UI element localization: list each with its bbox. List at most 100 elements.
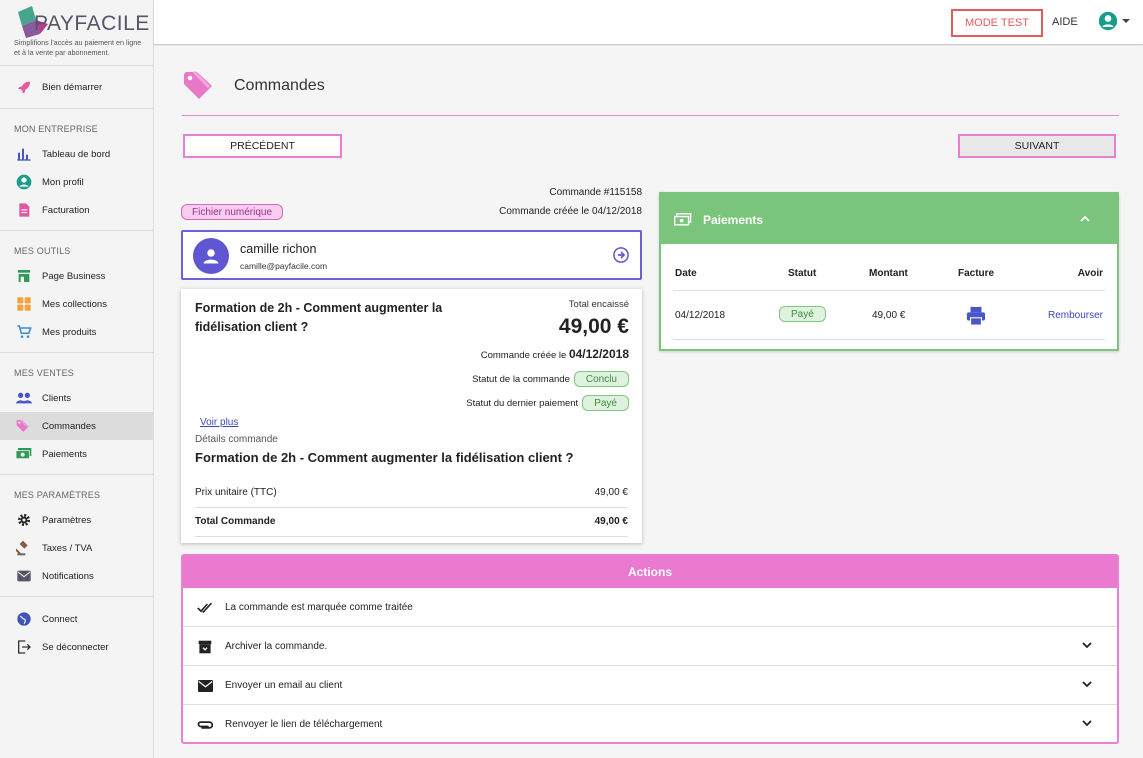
sidebar-item-label: Paramètres: [42, 514, 92, 526]
voir-plus-link[interactable]: Voir plus: [200, 417, 239, 428]
previous-button[interactable]: PRÉCÉDENT: [183, 134, 342, 158]
column-header: Statut: [788, 268, 817, 279]
order-status-label: Statut de la commande: [472, 373, 570, 385]
sidebar-item-label: Mes collections: [42, 298, 107, 310]
cart-icon: [14, 322, 34, 342]
mode-test-button[interactable]: MODE TEST: [951, 9, 1043, 37]
document-icon: [14, 200, 34, 220]
main-content: Commandes PRÉCÉDENT SUIVANT Commande #11…: [154, 46, 1143, 758]
sidebar-item-mes-collections[interactable]: Mes collections: [0, 290, 153, 318]
gear-icon: [14, 510, 34, 530]
action-send-email[interactable]: Envoyer un email au client: [183, 666, 1117, 705]
action-label: Renvoyer le lien de téléchargement: [225, 719, 383, 730]
mail-icon: [197, 678, 213, 694]
grid-icon: [14, 294, 34, 314]
sidebar-item-label: Tableau de bord: [42, 148, 111, 160]
user-menu[interactable]: [1098, 11, 1131, 31]
sidebar-item-notifications[interactable]: Notifications: [0, 562, 153, 590]
sidebar-item-label: Commandes: [42, 420, 96, 432]
sidebar-item-facturation[interactable]: Facturation: [0, 196, 153, 224]
sidebar-item-clients[interactable]: Clients: [0, 384, 153, 412]
created-date: 04/12/2018: [568, 347, 629, 361]
sidebar-item-paiements[interactable]: Paiements: [0, 440, 153, 468]
action-label: La commande est marquée comme traitée: [225, 602, 413, 613]
action-archive[interactable]: Archiver la commande.: [183, 627, 1117, 666]
nav-group-entreprise: MON ENTREPRISE Tableau de bord Mon profi…: [0, 109, 153, 231]
total-command-value: 49,00 €: [594, 516, 628, 527]
divider: [673, 290, 1105, 291]
sidebar-item-page-business[interactable]: Page Business: [0, 262, 153, 290]
sidebar-item-connect[interactable]: Connect: [0, 605, 153, 633]
unit-price-label: Prix unitaire (TTC): [195, 487, 277, 498]
gavel-icon: [14, 538, 34, 558]
payments-header[interactable]: Paiements: [661, 194, 1117, 244]
sidebar-item-taxes[interactable]: Taxes / TVA: [0, 534, 153, 562]
nav-group-title: MON ENTREPRISE: [14, 124, 98, 134]
order-title: Formation de 2h - Comment augmenter la f…: [195, 301, 443, 334]
unit-price-value: 49,00 €: [594, 487, 628, 498]
sidebar-item-parametres[interactable]: Paramètres: [0, 506, 153, 534]
aide-link[interactable]: AIDE: [1052, 16, 1078, 28]
caret-down-icon: [1122, 19, 1130, 23]
sidebar-item-label: Paiements: [42, 448, 87, 460]
page-header: Commandes: [182, 68, 1119, 116]
unit-price-row: Prix unitaire (TTC) 49,00 €: [195, 487, 628, 508]
customer-name: camille richon: [240, 242, 317, 256]
total-amount: 49,00 €: [558, 315, 629, 338]
nav-group-title: MES OUTILS: [14, 246, 71, 256]
sidebar-item-commandes[interactable]: Commandes: [0, 412, 153, 440]
double-check-icon: [197, 600, 213, 616]
customer-card[interactable]: camille richon camille@payfacile.com: [181, 230, 642, 280]
page-title: Commandes: [234, 77, 325, 94]
brand-tagline: Simplifions l'accès au paiement en ligne…: [14, 38, 142, 57]
created-prefix: Commande créée le: [480, 350, 567, 361]
nav-group-ventes: MES VENTES Clients Commandes Paiements: [0, 353, 153, 475]
avatar: [193, 238, 229, 274]
globe-icon: [14, 609, 34, 629]
details-label: Détails commande: [195, 434, 278, 445]
print-icon[interactable]: [965, 306, 987, 326]
action-resend-link[interactable]: Renvoyer le lien de téléchargement: [183, 705, 1117, 744]
payments-title: Paiements: [703, 213, 764, 227]
chevron-down-icon[interactable]: [1081, 640, 1093, 650]
sidebar-item-tableau-de-bord[interactable]: Tableau de bord: [0, 140, 153, 168]
next-button[interactable]: SUIVANT: [958, 134, 1116, 158]
people-icon: [14, 388, 34, 408]
sidebar-item-label: Mes produits: [42, 326, 97, 338]
sidebar-item-bien-demarrer[interactable]: Bien démarrer: [0, 73, 153, 101]
account-circle-icon: [14, 172, 34, 192]
chevron-down-icon[interactable]: [1081, 679, 1093, 689]
column-header: Facture: [958, 268, 995, 279]
order-status-row: Statut de la commande Conclu: [472, 371, 629, 387]
actions-title: Actions: [183, 556, 1117, 588]
chevron-up-icon[interactable]: [1079, 214, 1091, 224]
details-title: Formation de 2h - Comment augmenter la f…: [195, 450, 574, 465]
chevron-down-icon[interactable]: [1081, 718, 1093, 728]
action-label: Archiver la commande.: [225, 641, 328, 652]
actions-panel: Actions La commande est marquée comme tr…: [181, 554, 1119, 744]
brand: PAYFACILE Simplifions l'accès au paiemen…: [0, 0, 153, 66]
sidebar-item-label: Mon profil: [42, 176, 84, 188]
rocket-icon: [14, 77, 34, 97]
bar-chart-icon: [14, 144, 34, 164]
rembourser-link[interactable]: Rembourser: [1047, 310, 1103, 321]
order-created-date: Commande créée le 04/12/2018: [499, 206, 642, 217]
divider: [673, 339, 1105, 340]
nav-group-start: Bien démarrer: [0, 66, 153, 109]
nav-group-outils: MES OUTILS Page Business Mes collections…: [0, 231, 153, 353]
sidebar-item-logout[interactable]: Se déconnecter: [0, 633, 153, 661]
action-label: Envoyer un email au client: [225, 680, 343, 691]
sidebar: PAYFACILE Simplifions l'accès au paiemen…: [0, 0, 154, 758]
sidebar-item-mon-profil[interactable]: Mon profil: [0, 168, 153, 196]
tag-icon: [14, 416, 34, 436]
total-label: Total encaissé: [568, 299, 629, 310]
total-command-row: Total Commande 49,00 €: [195, 516, 628, 537]
column-header: Montant: [869, 268, 908, 279]
sidebar-item-label: Clients: [42, 392, 72, 404]
arrow-circle-right-icon[interactable]: [612, 246, 630, 264]
payment-status-row: Statut du dernier paiement Payé: [466, 395, 629, 411]
nav-group-title: MES PARAMÈTRES: [14, 490, 101, 500]
sidebar-item-label: Se déconnecter: [42, 641, 109, 653]
sidebar-item-mes-produits[interactable]: Mes produits: [0, 318, 153, 346]
tag-icon: [184, 70, 212, 99]
